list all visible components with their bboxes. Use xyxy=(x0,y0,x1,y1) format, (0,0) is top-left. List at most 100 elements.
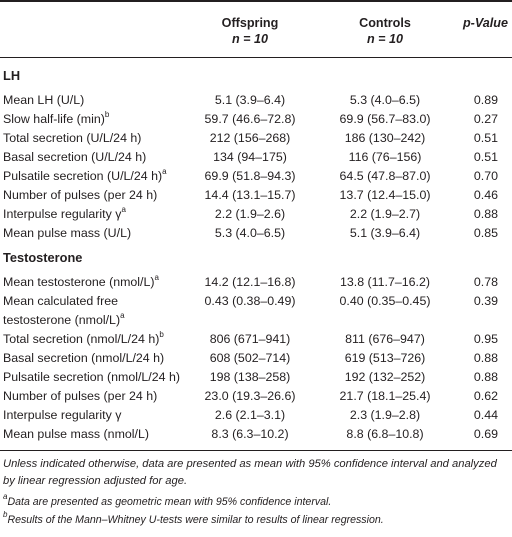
row-label: Slow half-life (min)b xyxy=(3,110,109,129)
row-label: Mean LH (U/L) xyxy=(3,91,84,110)
footnote-marker: a xyxy=(162,166,167,176)
footnote-a: aData are presented as geometric mean wi… xyxy=(3,492,508,510)
footnote-b-text: Results of the Mann–Whitney U-tests were… xyxy=(7,514,384,526)
controls-value: 21.7 (18.1–25.4) xyxy=(339,389,431,403)
table-row: Total secretion (nmol/L/24 h)b 806 (671–9… xyxy=(0,330,512,349)
controls-value: 69.9 (56.7–83.0) xyxy=(339,112,431,126)
footnote-b: bResults of the Mann–Whitney U-tests wer… xyxy=(3,510,508,528)
controls-value: 13.7 (12.4–15.0) xyxy=(339,188,431,202)
offspring-value: 23.0 (19.3–26.6) xyxy=(204,389,296,403)
table-row: Slow half-life (min)b 59.7 (46.6–72.8) 69.… xyxy=(0,110,512,129)
controls-value: 5.1 (3.9–6.4) xyxy=(349,226,421,240)
footnote-marker: a xyxy=(121,204,126,214)
header-controls: Controls n = 10 xyxy=(340,15,430,47)
table-row: Mean calculated free testosterone (nmol/L… xyxy=(0,292,512,330)
table-row: Total secretion (U/L/24 h) 212 (156–268) 1… xyxy=(0,129,512,148)
p-value: 0.44 xyxy=(473,408,498,422)
footnote-b-marker: b xyxy=(3,510,8,520)
row-label: Mean calculated free testosterone (nmol/L… xyxy=(3,292,125,330)
row-label-text: Number of pulses (per 24 h) xyxy=(3,188,158,202)
controls-value: 64.5 (47.8–87.0) xyxy=(339,169,431,183)
table-row: Basal secretion (U/L/24 h) 134 (94–175) 11… xyxy=(0,148,512,167)
controls-value: 811 (676–947) xyxy=(345,332,425,346)
row-label: Number of pulses (per 24 h) xyxy=(3,387,157,406)
row-label-text: Slow half-life (min) xyxy=(3,112,105,126)
header-rule xyxy=(0,57,512,58)
footnote-marker: b xyxy=(159,329,164,339)
controls-value: 0.40 (0.35–0.45) xyxy=(339,294,431,308)
header-p-value: p-Value xyxy=(440,15,508,31)
p-value: 0.88 xyxy=(473,351,498,365)
table-row: Pulsatile secretion (U/L/24 h)a 69.9 (51.… xyxy=(0,167,512,186)
offspring-value: 8.3 (6.3–10.2) xyxy=(211,427,289,441)
row-label: Number of pulses (per 24 h) xyxy=(3,186,157,205)
table-row: Interpulse regularity γ 2.6 (2.1–3.1) 2.3 … xyxy=(0,406,512,425)
offspring-value: 2.6 (2.1–3.1) xyxy=(214,408,286,422)
footnote-a-marker: a xyxy=(3,492,8,502)
offspring-value: 134 (94–175) xyxy=(213,150,287,164)
row-label: Basal secretion (U/L/24 h) xyxy=(3,148,146,167)
table-row: Mean testosterone (nmol/L)a 14.2 (12.1–16… xyxy=(0,273,512,292)
top-rule xyxy=(0,0,512,2)
row-label-text-line2: testosterone (nmol/L) xyxy=(3,313,121,327)
row-label-text: Basal secretion (nmol/L/24 h) xyxy=(3,351,165,365)
offspring-value: 5.3 (4.0–6.5) xyxy=(214,226,286,240)
p-value: 0.69 xyxy=(473,427,498,441)
row-label-text: Interpulse regularity γ xyxy=(3,207,122,221)
row-label-text: Total secretion (nmol/L/24 h) xyxy=(3,332,160,346)
table-row: Basal secretion (nmol/L/24 h) 608 (502–71… xyxy=(0,349,512,368)
row-label-text: Total secretion (U/L/24 h) xyxy=(3,131,142,145)
controls-value: 13.8 (11.7–16.2) xyxy=(339,275,430,289)
controls-value: 8.8 (6.8–10.8) xyxy=(346,427,424,441)
row-label: Mean pulse mass (nmol/L) xyxy=(3,425,149,444)
p-value: 0.78 xyxy=(473,275,498,289)
p-value: 0.27 xyxy=(473,112,498,126)
controls-value: 192 (132–252) xyxy=(344,370,426,384)
p-value: 0.39 xyxy=(473,294,498,308)
footnote-marker: a xyxy=(120,310,125,320)
row-label: Interpulse regularity γ xyxy=(3,406,121,425)
p-value: 0.51 xyxy=(473,150,498,164)
header-p-value-title: p-Value xyxy=(462,16,508,30)
controls-value: 116 (76–156) xyxy=(348,150,422,164)
bottom-rule xyxy=(0,450,512,451)
p-value: 0.88 xyxy=(473,207,498,221)
row-label: Pulsatile secretion (U/L/24 h)a xyxy=(3,167,167,186)
row-label-text: Pulsatile secretion (nmol/L/24 h) xyxy=(3,370,180,384)
p-value: 0.46 xyxy=(473,188,498,202)
offspring-value: 0.43 (0.38–0.49) xyxy=(204,294,296,308)
header-offspring: Offspring n = 10 xyxy=(205,15,295,47)
offspring-value: 2.2 (1.9–2.6) xyxy=(214,207,286,221)
footnote-marker: b xyxy=(104,109,110,119)
offspring-value: 806 (671–941) xyxy=(209,332,291,346)
table-row: Interpulse regularity γa 2.2 (1.9–2.6) 2.2… xyxy=(0,205,512,224)
offspring-value: 5.1 (3.9–6.4) xyxy=(214,93,286,107)
section-title: LH xyxy=(3,68,21,83)
row-label-text: Mean calculated free xyxy=(3,294,119,308)
row-label-text: Pulsatile secretion (U/L/24 h) xyxy=(3,169,163,183)
row-label: Total secretion (U/L/24 h) xyxy=(3,129,141,148)
table-row: Number of pulses (per 24 h) 23.0 (19.3–26… xyxy=(0,387,512,406)
p-value: 0.89 xyxy=(473,93,498,107)
row-label-text: Number of pulses (per 24 h) xyxy=(3,389,158,403)
offspring-value: 59.7 (46.6–72.8) xyxy=(204,112,296,126)
section-title: Testosterone xyxy=(3,250,83,265)
p-value: 0.95 xyxy=(473,332,498,346)
offspring-value: 69.9 (51.8–94.3) xyxy=(204,169,296,183)
table-row: Mean pulse mass (nmol/L) 8.3 (6.3–10.2) 8.… xyxy=(0,425,512,444)
row-label-text: Mean pulse mass (U/L) xyxy=(3,226,132,240)
row-label: Mean pulse mass (U/L) xyxy=(3,224,131,243)
header-offspring-n: n = 10 xyxy=(231,32,269,46)
controls-value: 2.3 (1.9–2.8) xyxy=(349,408,421,422)
row-label-text: Mean testosterone (nmol/L) xyxy=(3,275,155,289)
table-row: Mean LH (U/L) 5.1 (3.9–6.4) 5.3 (4.0–6.5) 0… xyxy=(0,91,512,110)
row-label-text: Mean LH (U/L) xyxy=(3,93,85,107)
p-value: 0.51 xyxy=(473,131,498,145)
offspring-value: 14.2 (12.1–16.8) xyxy=(204,275,296,289)
table-row: Mean pulse mass (U/L) 5.3 (4.0–6.5) 5.1 (3… xyxy=(0,224,512,243)
p-value: 0.85 xyxy=(473,226,498,240)
controls-value: 186 (130–242) xyxy=(344,131,426,145)
offspring-value: 198 (138–258) xyxy=(209,370,291,384)
p-value: 0.88 xyxy=(473,370,498,384)
row-label: Pulsatile secretion (nmol/L/24 h) xyxy=(3,368,180,387)
